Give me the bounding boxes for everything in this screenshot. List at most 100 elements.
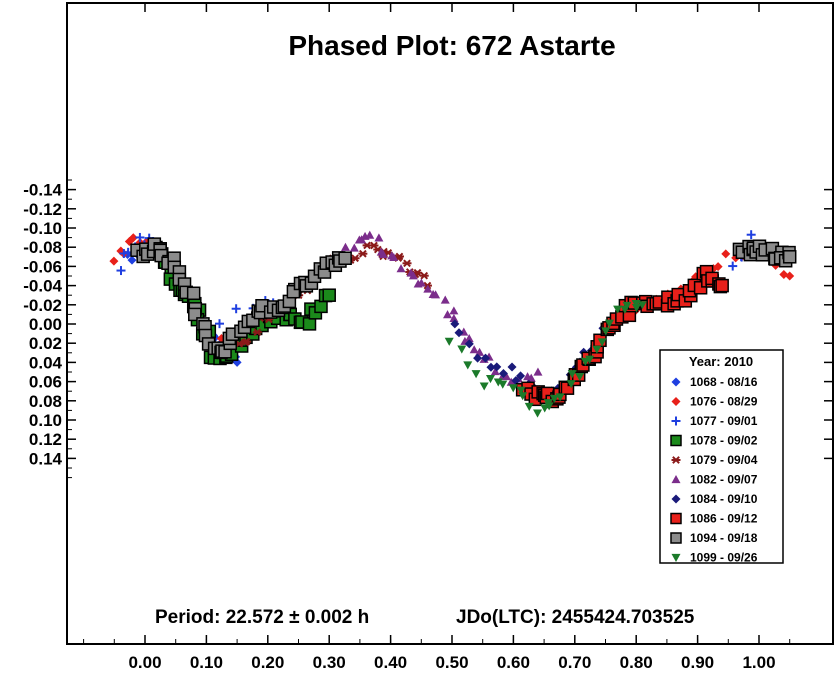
data-point <box>746 230 756 240</box>
data-point <box>464 333 474 343</box>
data-point <box>135 232 145 242</box>
data-point <box>443 310 453 319</box>
y-tick-label: 0.00 <box>29 315 62 334</box>
data-point <box>440 295 450 304</box>
data-point <box>566 380 576 389</box>
data-point <box>127 255 137 265</box>
data-point <box>350 254 360 263</box>
data-point <box>555 393 565 402</box>
y-tick-label: 0.02 <box>29 334 62 353</box>
data-point <box>544 402 554 411</box>
data-point <box>471 370 481 379</box>
y-tick-label: -0.10 <box>23 219 62 238</box>
data-point <box>511 376 521 386</box>
legend-marker <box>671 397 681 406</box>
data-point <box>601 327 611 336</box>
data-point <box>389 252 399 262</box>
y-tick-label: 0.04 <box>29 353 63 372</box>
legend-label: 1099 - 09/26 <box>690 551 758 565</box>
data-point <box>365 230 375 239</box>
x-tick-label: 0.10 <box>190 653 223 672</box>
data-point <box>109 256 119 266</box>
data-point <box>516 371 526 381</box>
data-point <box>490 367 500 376</box>
data-point <box>613 305 623 314</box>
data-point <box>186 286 201 301</box>
x-tick-label: 0.00 <box>128 653 161 672</box>
data-point <box>423 284 433 293</box>
legend-title: Year: 2010 <box>689 354 753 369</box>
data-point <box>119 249 129 259</box>
data-point <box>252 328 262 337</box>
data-point <box>449 306 459 315</box>
data-point <box>416 278 426 287</box>
y-tick-label: 0.06 <box>29 373 62 392</box>
legend-label: 1079 - 09/04 <box>690 453 758 467</box>
data-point <box>501 372 511 381</box>
y-tick-label: -0.06 <box>23 257 62 276</box>
y-tick-label: -0.02 <box>23 296 62 315</box>
y-tick-label: -0.12 <box>23 200 62 219</box>
data-point <box>402 259 412 268</box>
data-point <box>721 249 731 259</box>
data-point <box>457 345 467 354</box>
legend-label: 1082 - 09/07 <box>690 473 758 487</box>
x-tick-label: 0.60 <box>497 653 530 672</box>
data-point <box>604 319 614 328</box>
data-point <box>498 369 508 379</box>
legend-marker <box>671 494 681 504</box>
legend-marker <box>670 532 682 544</box>
legend-label: 1086 - 09/12 <box>690 512 758 526</box>
data-point <box>481 353 491 363</box>
data-point <box>215 319 225 329</box>
data-point <box>507 362 517 372</box>
data-point <box>637 301 647 310</box>
data-point <box>464 339 474 349</box>
x-tick-label: 0.40 <box>374 653 407 672</box>
legend-marker <box>670 434 682 447</box>
data-point <box>485 375 495 384</box>
x-tick-label: 1.00 <box>742 653 775 672</box>
legend-marker <box>671 416 681 426</box>
legend-box <box>659 349 784 564</box>
x-tick-label: 0.70 <box>558 653 591 672</box>
data-point <box>358 249 368 258</box>
data-point <box>728 261 738 271</box>
data-point <box>524 402 534 411</box>
data-point <box>349 243 359 252</box>
y-tick-label: -0.14 <box>23 181 62 200</box>
data-point <box>340 242 350 251</box>
data-point <box>518 392 528 401</box>
legend-label: 1077 - 09/01 <box>690 414 758 428</box>
data-point <box>469 345 479 354</box>
x-tick-label: 0.80 <box>620 653 653 672</box>
data-point <box>374 233 384 242</box>
data-point <box>444 337 454 346</box>
y-tick-label: 0.08 <box>29 392 62 411</box>
legend-marker <box>671 475 681 484</box>
data-point <box>715 278 729 293</box>
data-point <box>116 266 126 276</box>
y-tick-label: 0.10 <box>29 411 62 430</box>
data-point <box>575 372 585 382</box>
data-point <box>631 304 641 313</box>
data-point <box>585 355 595 364</box>
data-point <box>622 301 632 311</box>
legend-label: 1078 - 09/02 <box>690 434 758 448</box>
data-point <box>338 251 352 265</box>
data-point <box>516 386 526 395</box>
data-point <box>394 252 404 261</box>
x-tick-label: 0.20 <box>251 653 284 672</box>
data-points <box>109 230 797 418</box>
data-point <box>454 328 464 338</box>
data-point <box>713 262 723 272</box>
data-point <box>322 288 336 302</box>
data-point <box>419 271 429 280</box>
data-point <box>506 377 516 386</box>
data-point <box>473 353 483 363</box>
data-point <box>592 345 602 354</box>
x-tick-label: 0.50 <box>435 653 468 672</box>
legend-marker <box>671 553 681 562</box>
y-tick-label: -0.04 <box>23 277 62 296</box>
